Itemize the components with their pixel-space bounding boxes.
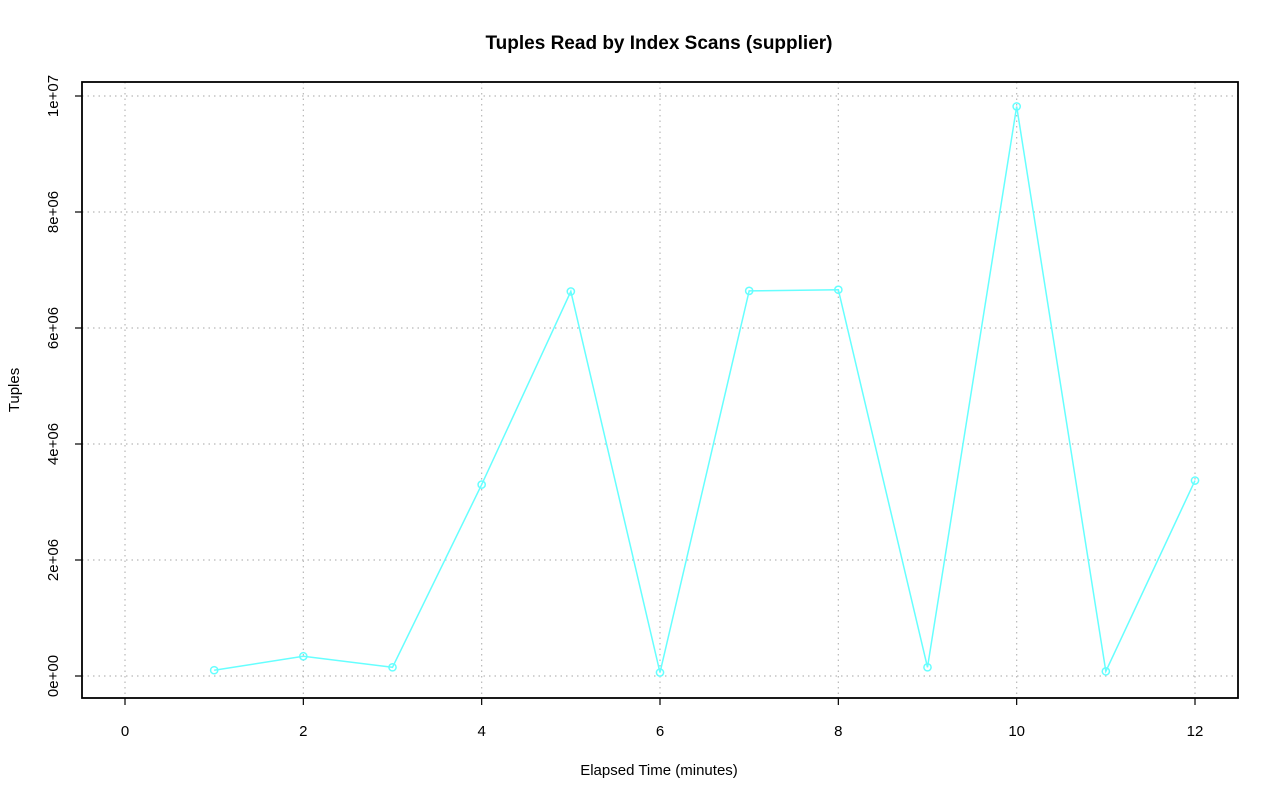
y-tick-label: 8e+06 <box>45 191 62 233</box>
x-tick-label: 4 <box>477 723 485 740</box>
chart-title: Tuples Read by Index Scans (supplier) <box>485 33 832 54</box>
y-tick-label: 1e+07 <box>45 75 62 117</box>
data-point <box>833 285 843 295</box>
data-point <box>477 480 487 489</box>
x-tick-label: 2 <box>299 723 307 740</box>
y-tick-label: 4e+06 <box>45 423 62 465</box>
plot-frame <box>81 81 1239 699</box>
data-point <box>1012 102 1022 111</box>
data-point <box>1101 667 1111 676</box>
data-point <box>1190 476 1200 485</box>
x-tick-label: 12 <box>1187 723 1204 740</box>
grid-lines <box>82 82 1238 698</box>
y-tick-label: 2e+06 <box>45 539 62 581</box>
data-point <box>209 665 219 675</box>
y-axis-label: Tuples <box>6 368 23 412</box>
x-tick-label: 6 <box>656 723 664 740</box>
y-tick-label: 6e+06 <box>45 307 62 349</box>
data-point <box>923 662 932 672</box>
data-point <box>298 651 308 661</box>
data-point <box>566 287 576 296</box>
axes: 0 2 4 6 8 10 12 0e+00 2e+06 4e+06 6e+06 8e+06 1e+07 <box>45 75 1203 740</box>
series-line <box>214 106 1196 674</box>
x-axis-label: Elapsed Time (minutes) <box>580 762 738 779</box>
y-tick-label: 0e+00 <box>45 655 62 697</box>
x-tick-label: 8 <box>834 723 842 740</box>
data-point <box>388 662 397 672</box>
series-layer <box>209 102 1200 677</box>
data-point <box>655 668 665 677</box>
x-tick-label: 0 <box>121 723 129 740</box>
data-point <box>744 286 754 296</box>
x-tick-label: 10 <box>1008 723 1025 740</box>
